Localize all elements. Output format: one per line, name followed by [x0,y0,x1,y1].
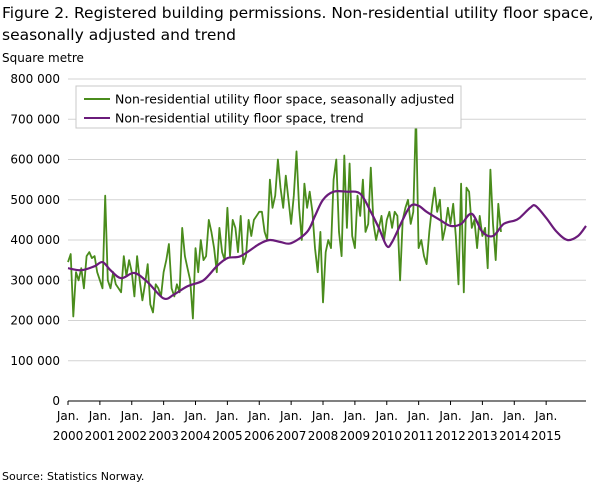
x-tick-label-year: 2004 [180,429,211,443]
source-note: Source: Statistics Norway. [2,470,145,483]
x-tick-label-month: Jan. [215,409,238,423]
y-tick-label: 600 000 [10,153,60,167]
x-axis-tick-labels: Jan. 2000 Jan. 2001 Jan. 2002 Jan. 2003 Jan. 2004… [53,401,562,443]
x-tick-label-year: 2010 [371,429,402,443]
x-tick-label-month: Jan. [247,409,270,423]
legend-label-trend: Non-residential utility floor space, tre… [115,111,364,126]
y-tick-label: 300 000 [10,273,60,287]
y-tick-label: 100 000 [10,354,60,368]
y-tick-label: 800 000 [10,72,60,86]
legend-label-seasonal: Non-residential utility floor space, sea… [115,92,454,107]
y-tick-label: 0 [52,394,60,408]
series-lines [67,112,587,320]
x-tick-label-year: 2009 [340,429,371,443]
y-axis-unit-label: Square metre [2,51,84,65]
x-tick-label-month: Jan. [56,409,79,423]
x-tick-label-year: 2005 [212,429,243,443]
x-tick-label-month: Jan. [534,409,557,423]
x-tick-label-month: Jan. [120,409,143,423]
x-tick-label-year: 2001 [85,429,116,443]
x-tick-label-month: Jan. [88,409,111,423]
x-tick-label-month: Jan. [183,409,206,423]
x-tick-label-year: 2003 [148,429,179,443]
x-tick-label-year: 2000 [53,429,84,443]
x-tick-label-month: Jan. [151,409,174,423]
y-tick-label: 500 000 [10,193,60,207]
x-tick-label-month: Jan. [375,409,398,423]
x-tick-label-year: 2007 [276,429,307,443]
x-tick-label-year: 2008 [308,429,339,443]
x-tick-label-year: 2006 [244,429,275,443]
series-line-seasonal-adjusted [67,112,502,320]
y-tick-label: 200 000 [10,314,60,328]
x-tick-label-month: Jan. [502,409,525,423]
x-tick-label-month: Jan. [279,409,302,423]
y-tick-label: 700 000 [10,112,60,126]
y-axis-tick-labels: 0 100 000 200 000 300 000 400 000 500 000 600 … [10,72,60,408]
legend-box [75,85,462,129]
x-tick-label-month: Jan. [343,409,366,423]
legend: Non-residential utility floor space, sea… [75,85,462,129]
series-line-trend [67,189,587,300]
x-tick-label-year: 2013 [467,429,498,443]
x-tick-label-month: Jan. [311,409,334,423]
y-tick-label: 400 000 [10,233,60,247]
x-tick-label-year: 2012 [435,429,466,443]
x-tick-label-year: 2011 [403,429,434,443]
x-tick-label-year: 2014 [499,429,530,443]
x-tick-label-year: 2015 [531,429,562,443]
x-tick-label-year: 2002 [116,429,147,443]
x-tick-label-month: Jan. [470,409,493,423]
chart-title: Figure 2. Registered building permission… [2,4,594,44]
x-tick-label-month: Jan. [438,409,461,423]
x-tick-label-month: Jan. [406,409,429,423]
